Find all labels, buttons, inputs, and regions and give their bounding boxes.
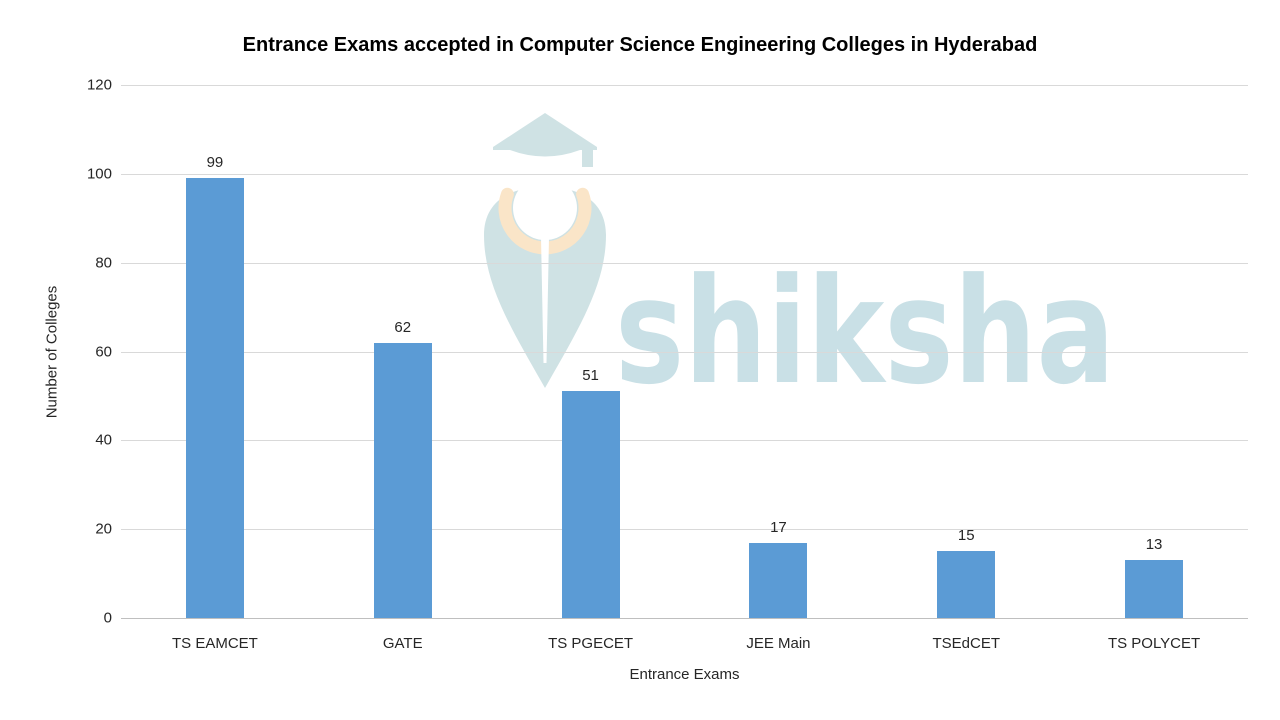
- x-axis-tick-label: JEE Main: [746, 635, 811, 652]
- nib-hole: [513, 176, 577, 240]
- chart-title: Entrance Exams accepted in Computer Scie…: [242, 34, 1038, 56]
- gridline-80: [121, 262, 1248, 264]
- bar-ts-eamcet: [185, 178, 244, 618]
- gridline-60: [121, 351, 1248, 353]
- bar-gate: [373, 342, 432, 618]
- pen-nib-icon: [484, 176, 606, 388]
- bar-ts-polycet: [1125, 560, 1184, 618]
- y-axis-tick-label-0: 0: [103, 609, 112, 627]
- bar-value-label: 17: [770, 518, 787, 536]
- nib-slit: [541, 237, 549, 363]
- y-axis-tick-label-20: 20: [95, 520, 112, 538]
- shiksha-logo: shiksha: [484, 113, 1115, 405]
- gridline-20: [121, 529, 1248, 531]
- y-axis-title: Number of Colleges: [43, 285, 61, 418]
- bar-value-label: 51: [582, 367, 599, 385]
- y-axis-tick-label-60: 60: [95, 343, 112, 360]
- gridline-40: [121, 440, 1248, 442]
- bar-jee-main: [749, 542, 808, 618]
- bar-ts-pgecet: [561, 391, 620, 618]
- y-axis-tick-label-120: 120: [86, 76, 112, 94]
- gridline-120: [121, 85, 1248, 86]
- y-axis-tick-label-100: 100: [86, 165, 112, 183]
- x-axis-tick-label: TS EAMCET: [171, 635, 258, 652]
- bar-value-label: 15: [957, 527, 975, 545]
- y-axis-tick-label-80: 80: [95, 254, 112, 272]
- x-axis-tick-label: GATE: [382, 635, 423, 652]
- bar-tsedcet: [937, 551, 996, 618]
- gridline-100: [121, 173, 1248, 175]
- graduation-cap-icon: [493, 113, 597, 167]
- watermark-text: shiksha: [615, 247, 1115, 405]
- y-axis-tick-label-40: 40: [95, 431, 112, 449]
- x-axis-title: Entrance Exams: [629, 666, 740, 683]
- bar-value-label: 62: [394, 318, 412, 336]
- shiksha-watermark: shiksha: [460, 105, 1140, 405]
- x-axis-tick-label: TS PGECET: [548, 635, 634, 652]
- x-axis-tick-label: TS POLYCET: [1107, 635, 1201, 652]
- x-axis-tick-label: TSEdCET: [932, 635, 1000, 652]
- bar-value-label: 13: [1145, 536, 1163, 554]
- plot-area: shiksha Number of Colleges Entrance Exam…: [44, 77, 1248, 683]
- bar-value-label: 99: [206, 154, 224, 172]
- gridline-0: [121, 618, 1248, 619]
